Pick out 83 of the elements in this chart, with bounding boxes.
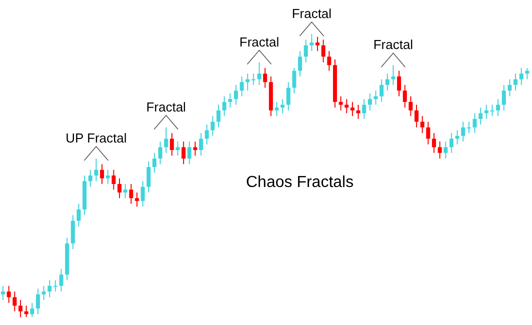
candlestick xyxy=(1,285,5,301)
candlestick xyxy=(304,39,308,63)
candlestick xyxy=(134,192,139,208)
candlestick xyxy=(397,70,402,97)
candlestick xyxy=(53,280,58,292)
candlestick xyxy=(514,73,518,92)
candlestick xyxy=(263,67,268,88)
candlestick xyxy=(129,183,134,204)
candlestick xyxy=(199,132,204,156)
candlestick xyxy=(292,67,296,94)
candlestick xyxy=(274,101,279,117)
candlestick xyxy=(438,141,442,160)
candlestick xyxy=(321,39,326,63)
annotation: UP Fractal xyxy=(66,130,127,146)
candlestick xyxy=(478,107,483,126)
candlestick xyxy=(158,141,162,165)
candlestick xyxy=(187,141,192,165)
candlestick xyxy=(18,300,22,318)
candlestick xyxy=(112,169,116,190)
candlestick xyxy=(316,36,320,52)
candlestick xyxy=(240,76,244,97)
candlestick xyxy=(449,132,454,154)
candlestick xyxy=(426,121,430,145)
candlestick xyxy=(48,280,52,298)
candlestick xyxy=(385,73,390,92)
annotation: Fractal xyxy=(292,6,332,21)
candlestick xyxy=(420,116,424,134)
candlestick xyxy=(94,158,98,182)
candlestick xyxy=(117,178,122,199)
candlestick xyxy=(368,92,372,111)
candlestick xyxy=(338,96,343,111)
candlestick xyxy=(234,84,238,106)
annotation: Fractal xyxy=(373,37,414,52)
candlestick xyxy=(59,268,64,292)
candlestick xyxy=(496,98,500,117)
candlestick xyxy=(140,180,145,208)
candlestick xyxy=(444,141,448,160)
candlestick xyxy=(76,203,81,227)
candlestick xyxy=(36,288,40,315)
candlestick xyxy=(414,104,419,128)
candlestick xyxy=(502,84,506,111)
candlestick xyxy=(466,121,471,134)
candlestick xyxy=(100,164,104,184)
candlestick xyxy=(251,73,256,86)
candlestick xyxy=(408,96,413,117)
candlestick xyxy=(182,141,186,165)
candlestick xyxy=(123,183,128,199)
candlestick xyxy=(70,214,75,250)
candlestick xyxy=(222,96,226,117)
candlestick xyxy=(12,291,17,312)
candlestick xyxy=(519,67,524,86)
candlestick xyxy=(170,132,174,156)
candlestick xyxy=(228,92,232,108)
candlestick xyxy=(152,152,156,174)
candlestick xyxy=(193,141,198,156)
candlestick xyxy=(472,112,477,134)
candlestick xyxy=(391,64,396,86)
candlestick xyxy=(176,141,180,156)
candlestick xyxy=(164,126,168,154)
candlestick xyxy=(508,78,512,97)
candlestick xyxy=(310,34,314,52)
candlestick xyxy=(146,160,151,193)
candlestick xyxy=(327,50,332,72)
candlestick xyxy=(380,78,384,102)
candlestick xyxy=(210,116,215,136)
candlestick xyxy=(461,121,466,142)
candlestick xyxy=(362,98,366,120)
candlestick xyxy=(402,84,407,108)
candlestick xyxy=(42,285,46,301)
annotation: Fractal xyxy=(239,34,280,50)
candlestick xyxy=(30,302,34,318)
candlestick xyxy=(350,101,354,117)
annotation: Chaos Fractals xyxy=(246,174,354,192)
candlestick xyxy=(257,62,262,86)
candlestick xyxy=(432,132,436,154)
candlestick xyxy=(298,50,302,77)
candlestick xyxy=(286,82,290,111)
candlestick xyxy=(216,104,220,128)
candlestick xyxy=(88,169,92,188)
annotation: Fractal xyxy=(146,99,186,114)
candlestick xyxy=(6,285,11,304)
candlestick xyxy=(204,124,209,145)
candlestick xyxy=(106,169,110,184)
